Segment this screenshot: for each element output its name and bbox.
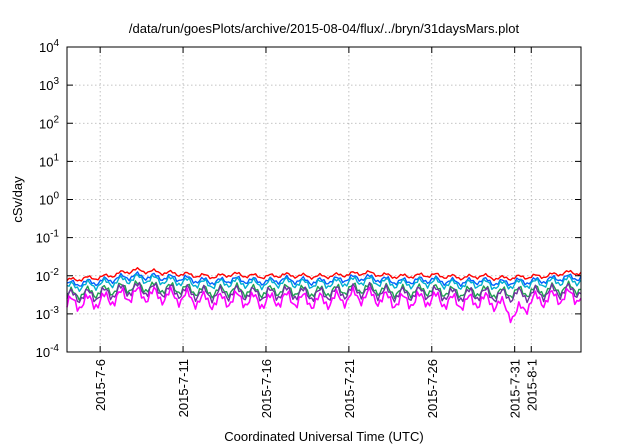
x-tick-label: 2015-7-26 (425, 359, 440, 418)
x-tick-label: 2015-7-16 (259, 359, 274, 418)
axis-ticks: 10-4 10-3 10-2 10-1 100 101 102 103 104 2015-7-6 2… (36, 38, 581, 418)
series-line (66, 267, 582, 282)
y-tick-label: 10-1 (36, 229, 60, 246)
y-tick-label: 100 (39, 191, 59, 208)
y-tick-label: 101 (39, 152, 59, 169)
x-tick-label: 2015-7-11 (176, 359, 191, 417)
series-lines (66, 267, 582, 324)
y-tick-label: 104 (39, 38, 59, 55)
y-tick-label: 10-2 (36, 267, 60, 284)
y-tick-label: 103 (39, 76, 59, 93)
series-line (66, 280, 581, 302)
x-tick-label: 2015-8-1 (524, 359, 539, 411)
y-tick-label: 10-4 (36, 343, 60, 360)
y-tick-label: 10-3 (36, 305, 60, 322)
x-tick-label: 2015-7-6 (93, 359, 108, 411)
grid-lines (67, 47, 581, 352)
chart-title: /data/run/goesPlots/archive/2015-08-04/f… (129, 21, 520, 36)
series-line (66, 286, 582, 324)
series-line (66, 271, 582, 287)
y-axis-label: cSv/day (10, 176, 25, 223)
x-tick-label: 2015-7-31 (508, 359, 523, 418)
series-line (66, 274, 582, 292)
y-tick-label: 102 (39, 114, 59, 131)
x-axis-label: Coordinated Universal Time (UTC) (224, 429, 423, 444)
x-tick-label: 2015-7-21 (342, 359, 357, 418)
series-line (66, 281, 582, 304)
